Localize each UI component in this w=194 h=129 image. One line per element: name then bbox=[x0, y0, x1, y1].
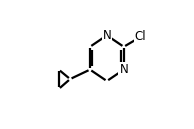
Text: N: N bbox=[102, 29, 111, 42]
Text: N: N bbox=[119, 63, 128, 76]
Text: Cl: Cl bbox=[135, 30, 146, 43]
